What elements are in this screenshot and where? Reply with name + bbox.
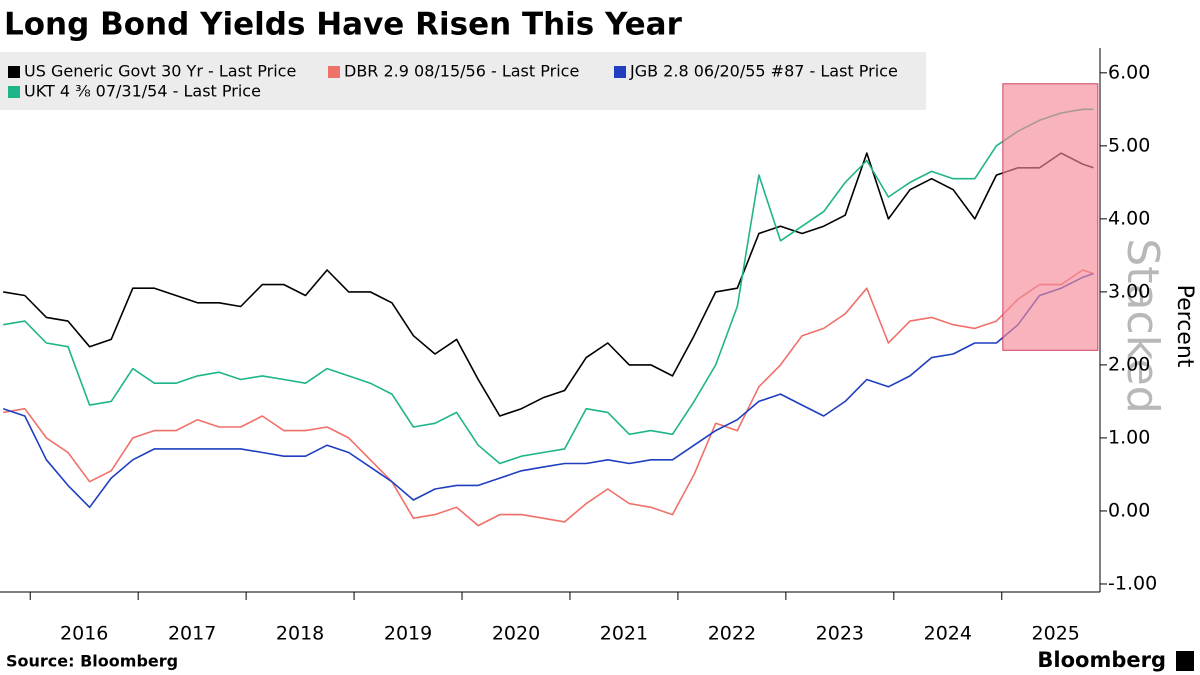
x-tick-label: 2017: [168, 623, 216, 645]
x-tick-label: 2018: [276, 623, 324, 645]
x-tick-label: 2024: [924, 623, 972, 645]
x-tick-label: 2022: [708, 623, 756, 645]
y-tick-label: 5.00: [1108, 134, 1150, 156]
x-tick-label: 2025: [1032, 623, 1080, 645]
watermark: Stacked: [1117, 238, 1168, 413]
x-tick-label: 2016: [60, 623, 108, 645]
source: Source: Bloomberg: [6, 652, 178, 671]
y-tick-label: 4.00: [1108, 207, 1150, 229]
x-tick-label: 2021: [600, 623, 648, 645]
y-tick-label: 1.00: [1108, 426, 1150, 448]
series-line: [3, 269, 1094, 527]
brand-icon: [1176, 651, 1194, 671]
legend-swatch: [614, 66, 626, 78]
legend-swatch: [8, 66, 20, 78]
legend-box: [0, 52, 926, 110]
chart-title: Long Bond Yields Have Risen This Year: [4, 7, 683, 43]
x-tick-label: 2020: [492, 623, 540, 645]
y-tick-label: 0.00: [1108, 499, 1150, 521]
series-line: [2, 272, 1094, 509]
legend-swatch: [328, 66, 340, 78]
highlight-region: [1002, 83, 1099, 351]
y-tick-label: -1.00: [1108, 572, 1157, 594]
legend-label: JGB 2.8 06/20/55 #87 - Last Price: [629, 62, 898, 81]
plot-area: [2, 108, 1094, 527]
x-tick-label: 2023: [816, 623, 864, 645]
y-tick-label: 6.00: [1108, 61, 1150, 83]
legend-swatch: [8, 86, 20, 98]
series-line: [3, 108, 1094, 465]
brand: Bloomberg: [1037, 648, 1166, 672]
legend-label: DBR 2.9 08/15/56 - Last Price: [344, 62, 579, 81]
y-axis-label: Percent: [1172, 285, 1197, 368]
legend-label: US Generic Govt 30 Yr - Last Price: [24, 62, 296, 81]
y-tick-label: 2.00: [1108, 353, 1150, 375]
x-tick-label: 2019: [384, 623, 432, 645]
legend-label: UKT 4 ⅜ 07/31/54 - Last Price: [24, 82, 261, 101]
y-tick-label: 3.00: [1108, 280, 1150, 302]
series-line: [3, 152, 1094, 417]
